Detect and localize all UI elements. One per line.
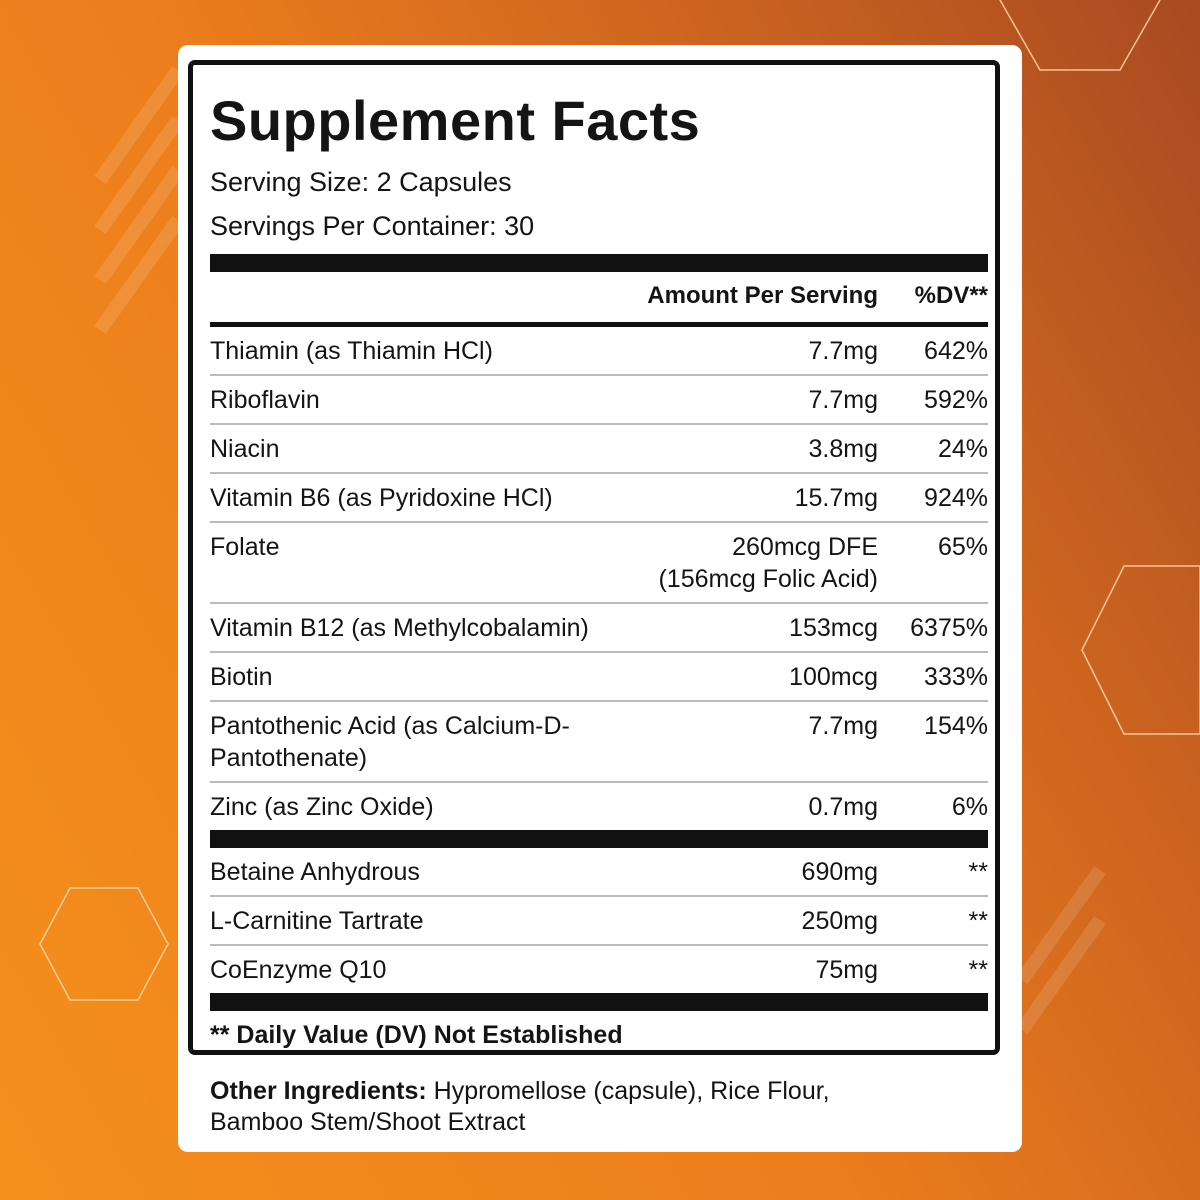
dv-header: %DV**	[914, 282, 988, 309]
amount-cell: 75mg	[598, 954, 878, 986]
nutrient-name: Vitamin B6 (as Pyridoxine HCl)	[210, 484, 553, 512]
name-cell: Biotin	[210, 661, 598, 693]
amount-cell: 153mcg	[598, 612, 878, 644]
amount: 7.7mg	[808, 386, 878, 414]
card: Supplement Facts Serving Size: 2 Capsule…	[178, 45, 1022, 1152]
dv: 642%	[924, 337, 988, 365]
amount-cell: 7.7mg	[598, 710, 878, 774]
nutrient-row: Zinc (as Zinc Oxide) 0.7mg 6%	[210, 783, 988, 830]
other-ingredients-line: Hypromellose (capsule), Rice Flour,	[433, 1077, 830, 1105]
dv: **	[968, 907, 988, 935]
nutrient-row: CoEnzyme Q10 75mg **	[210, 946, 988, 993]
name-cell: Vitamin B6 (as Pyridoxine HCl)	[210, 482, 598, 514]
name-cell: Zinc (as Zinc Oxide)	[210, 791, 598, 823]
amount: 15.7mg	[794, 484, 878, 512]
dv: 24%	[937, 435, 988, 463]
amount-header: Amount Per Serving	[647, 282, 878, 309]
name-cell: L-Carnitine Tartrate	[210, 905, 598, 937]
servings-per-container: Servings Per Container: 30	[210, 211, 535, 241]
amount: 3.8mg	[808, 435, 878, 463]
nutrient-name: Vitamin B12 (as Methylcobalamin)	[210, 614, 589, 642]
other-ingredients-line: Bamboo Stem/Shoot Extract	[210, 1108, 526, 1136]
facts-content: Supplement Facts Serving Size: 2 Capsule…	[210, 90, 988, 1050]
amount-cell: 690mg	[598, 856, 878, 888]
amount: 7.7mg	[808, 712, 878, 740]
amount-cell: 15.7mg	[598, 482, 878, 514]
nutrient-name: Pantothenate)	[210, 744, 368, 772]
dv: **	[968, 956, 988, 984]
nutrient-name: Riboflavin	[210, 386, 320, 414]
dv: 333%	[924, 663, 988, 691]
dv: 154%	[924, 712, 988, 740]
amount: 260mcg DFE	[732, 533, 878, 561]
footnote: ** Daily Value (DV) Not Established	[210, 1021, 623, 1049]
nutrient-name: Thiamin (as Thiamin HCl)	[210, 337, 493, 365]
name-cell: CoEnzyme Q10	[210, 954, 598, 986]
amount: 100mcg	[789, 663, 878, 691]
amount: 75mg	[815, 956, 878, 984]
nutrient-rows: Thiamin (as Thiamin HCl) 7.7mg 642% Ribofla…	[210, 327, 988, 830]
divider	[210, 993, 988, 1011]
nutrient-name: Pantothenic Acid (as Calcium-D-	[210, 712, 570, 740]
amount: 690mg	[801, 858, 878, 886]
other-ingredients: Other Ingredients: Hypromellose (capsule…	[210, 1076, 830, 1138]
name-cell: Riboflavin	[210, 384, 598, 416]
amount-cell: 7.7mg	[598, 335, 878, 367]
nutrient-row: Niacin 3.8mg 24%	[210, 425, 988, 474]
amount-cell: 3.8mg	[598, 433, 878, 465]
nutrient-row: Betaine Anhydrous 690mg **	[210, 848, 988, 897]
nutrient-row: Vitamin B12 (as Methylcobalamin) 153mcg 63…	[210, 604, 988, 653]
nutrient-row: Riboflavin 7.7mg 592%	[210, 376, 988, 425]
nutrient-name: Betaine Anhydrous	[210, 858, 420, 886]
column-header: Amount Per Serving %DV**	[210, 272, 988, 322]
name-cell: Betaine Anhydrous	[210, 856, 598, 888]
facts-box: Supplement Facts Serving Size: 2 Capsule…	[188, 60, 1000, 1055]
dv: **	[968, 858, 988, 886]
nutrient-name: Folate	[210, 533, 280, 561]
nutrient-row: Biotin 100mcg 333%	[210, 653, 988, 702]
amount: 153mcg	[789, 614, 878, 642]
amount-cell: 260mcg DFE (156mcg Folic Acid)	[598, 531, 878, 595]
name-cell: Niacin	[210, 433, 598, 465]
nutrient-row: Vitamin B6 (as Pyridoxine HCl) 15.7mg 924%	[210, 474, 988, 523]
other-ingredients-text: Hypromellose (capsule), Rice Flour, Bambo…	[210, 1077, 830, 1136]
spacer	[210, 282, 598, 310]
other-rows: Betaine Anhydrous 690mg ** L-Carnitine Tart…	[210, 848, 988, 993]
dv: 592%	[924, 386, 988, 414]
amount: 7.7mg	[808, 337, 878, 365]
other-ingredients-label: Other Ingredients:	[210, 1077, 427, 1105]
amount-cell: 100mcg	[598, 661, 878, 693]
amount-cell: 7.7mg	[598, 384, 878, 416]
dv: 6%	[951, 793, 988, 821]
amount-cell: 250mg	[598, 905, 878, 937]
name-cell: Pantothenic Acid (as Calcium-D- Pantothen…	[210, 710, 598, 774]
name-cell: Vitamin B12 (as Methylcobalamin)	[210, 612, 598, 644]
nutrient-name: Niacin	[210, 435, 280, 463]
dv: 924%	[924, 484, 988, 512]
serving-size: Serving Size: 2 Capsules	[210, 167, 512, 197]
divider	[210, 254, 988, 272]
nutrient-row: Pantothenic Acid (as Calcium-D- Pantothen…	[210, 702, 988, 783]
nutrient-row: L-Carnitine Tartrate 250mg **	[210, 897, 988, 946]
nutrient-name: Zinc (as Zinc Oxide)	[210, 793, 434, 821]
dv: 6375%	[910, 614, 988, 642]
amount: 250mg	[801, 907, 878, 935]
name-cell: Thiamin (as Thiamin HCl)	[210, 335, 598, 367]
title: Supplement Facts	[210, 89, 701, 152]
divider	[210, 322, 988, 327]
nutrient-row: Thiamin (as Thiamin HCl) 7.7mg 642%	[210, 327, 988, 376]
nutrient-name: CoEnzyme Q10	[210, 956, 387, 984]
amount: 0.7mg	[808, 793, 878, 821]
nutrient-row: Folate 260mcg DFE (156mcg Folic Acid) 65%	[210, 523, 988, 604]
nutrient-name: L-Carnitine Tartrate	[210, 907, 424, 935]
amount: (156mcg Folic Acid)	[658, 565, 878, 593]
nutrient-name: Biotin	[210, 663, 273, 691]
amount-cell: 0.7mg	[598, 791, 878, 823]
name-cell: Folate	[210, 531, 598, 595]
dv: 65%	[937, 533, 988, 561]
divider	[210, 830, 988, 848]
